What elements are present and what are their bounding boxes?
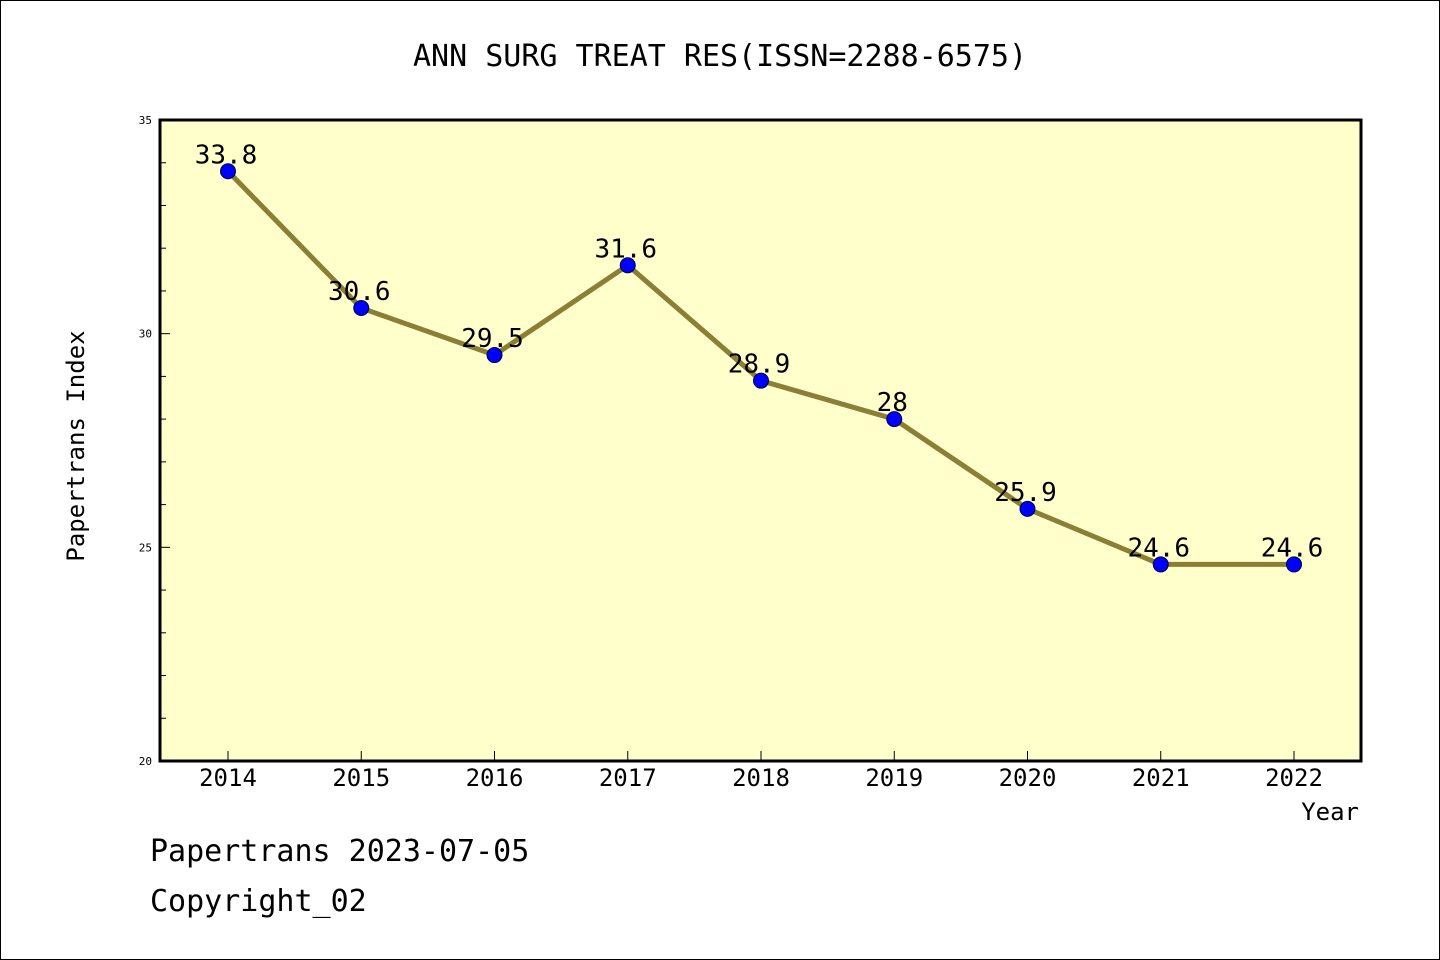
data-point	[220, 163, 236, 180]
data-label: 33.8	[195, 140, 258, 170]
y-tick-label: 35	[139, 114, 152, 127]
x-tick-label: 2021	[1132, 764, 1190, 792]
data-point	[619, 257, 636, 274]
data-label: 24.6	[1127, 533, 1190, 563]
x-tick-label: 2016	[466, 764, 524, 792]
data-point	[1152, 556, 1169, 573]
y-tick-label: 20	[139, 755, 152, 768]
data-point	[1019, 500, 1036, 517]
x-tick-label: 2015	[332, 764, 390, 792]
x-tick-label: 2019	[865, 764, 923, 792]
data-point	[1286, 556, 1302, 573]
data-label: 28.9	[728, 350, 791, 380]
data-label: 30.6	[328, 277, 391, 307]
data-point	[753, 372, 769, 389]
y-axis-label: Papertrans Index	[62, 330, 90, 561]
x-tick-label: 2022	[1265, 764, 1323, 792]
plot-area	[158, 118, 1363, 763]
data-label: 28	[877, 388, 908, 418]
x-tick-label: 2020	[999, 764, 1057, 792]
data-labels: 33.8 30.6 29.5 31.6 28.9 28 25.9 24.6 24.6	[195, 140, 1324, 563]
data-label: 29.5	[461, 324, 524, 354]
series-papertrans-index	[220, 163, 1302, 573]
data-label: 24.6	[1261, 533, 1324, 563]
x-tick-label: 2018	[732, 764, 790, 792]
data-label: 31.6	[594, 234, 657, 264]
x-tick-label: 2014	[199, 764, 257, 792]
footer-copyright: Copyright_02	[150, 884, 367, 919]
x-axis-label: Year	[1301, 798, 1359, 826]
y-tick-label: 25	[139, 541, 152, 554]
chart-title: ANN SURG TREAT RES(ISSN=2288-6575)	[413, 39, 1027, 74]
footer-date: Papertrans 2023-07-05	[150, 834, 530, 869]
data-point	[486, 347, 503, 364]
x-axis: 2014 2015 2016 2017 2018 2019 2020 2021 2022	[199, 751, 1323, 792]
data-point	[886, 411, 903, 428]
data-label: 25.9	[994, 478, 1057, 508]
data-point	[353, 300, 370, 317]
y-tick-label: 30	[139, 328, 152, 341]
x-tick-label: 2017	[599, 764, 657, 792]
y-axis: 20 25 30 35	[139, 114, 170, 768]
